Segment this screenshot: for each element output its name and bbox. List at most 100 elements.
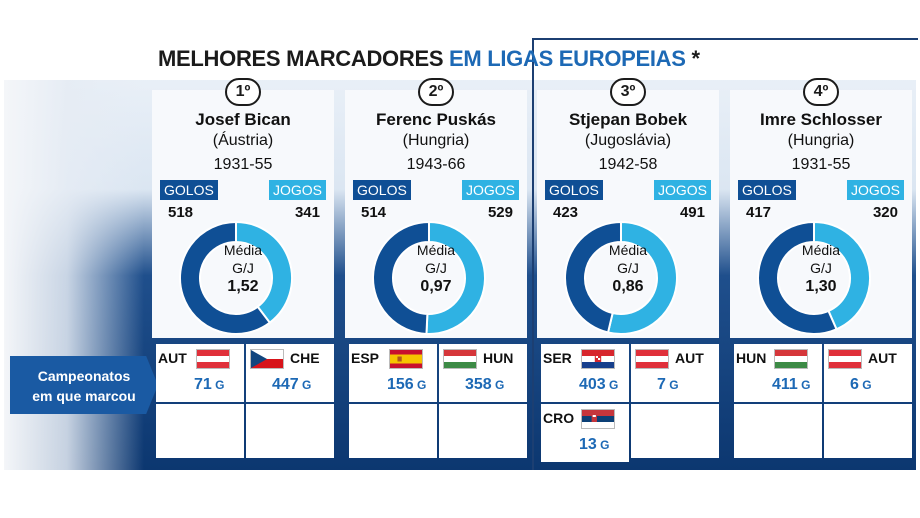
title-accent: EM LIGAS EUROPEIAS	[449, 46, 686, 71]
league-goals: 6 G	[850, 376, 872, 394]
league-goals-value: 411	[772, 376, 798, 393]
league-goals-value: 13	[579, 436, 597, 453]
league-goals: 13 G	[579, 436, 609, 454]
media-value: 0,97	[420, 278, 452, 295]
flag-icon	[581, 409, 615, 429]
donut-chart	[179, 220, 293, 335]
player-country: (Hungria)	[402, 132, 470, 149]
league-code: AUT	[868, 350, 897, 366]
player-country: (Hungria)	[787, 132, 855, 149]
player-name: Ferenc Puskás	[375, 110, 496, 129]
league-cell: HUN 411 G	[734, 344, 822, 402]
league-cell: ESP 156 G	[349, 344, 437, 402]
player-card: 2º Ferenc Puskás (Hungria) 1943-66 GOLOS JOGO…	[345, 78, 527, 338]
player-card: 3º Stjepan Bobek (Jugoslávia) 1942-58 GOLOS J…	[537, 78, 719, 338]
league-cell: SER 403 G	[541, 344, 629, 402]
golos-slice	[179, 220, 272, 335]
campeonatos-line-1: Campeonatos	[37, 368, 131, 384]
league-cell: AUT 6 G	[824, 344, 912, 402]
media-value: 0,86	[612, 278, 644, 295]
goal-unit: G	[491, 378, 505, 392]
media-label: Média	[801, 242, 841, 258]
player-country: (Jugoslávia)	[584, 132, 672, 149]
flag-icon	[389, 349, 423, 369]
league-code: AUT	[675, 350, 704, 366]
media-label: Média	[608, 242, 648, 258]
golos-value-label: 518	[168, 204, 194, 221]
jogos-slice	[813, 220, 871, 331]
goal-unit: G	[298, 378, 312, 392]
donut-chart	[564, 220, 678, 335]
league-cell: CRO 13 G	[541, 404, 629, 462]
jogos-value-label: 491	[679, 204, 705, 221]
flag-icon	[196, 349, 230, 369]
league-goals: 403 G	[579, 376, 618, 394]
league-code: AUT	[158, 350, 187, 366]
league-cell: CHE 447 G	[246, 344, 334, 402]
league-code: CHE	[290, 350, 320, 366]
gj-label: G/J	[617, 260, 639, 276]
gj-label: G/J	[810, 260, 832, 276]
golos-value-label: 423	[553, 204, 579, 221]
player-card: 4º Imre Schlosser (Hungria) 1931-55 GOLOS JOG…	[730, 78, 912, 338]
empty-league-cell	[734, 404, 822, 458]
league-goals-value: 447	[272, 376, 299, 393]
jogos-value-label: 320	[872, 204, 898, 221]
jogos-slice	[606, 220, 678, 335]
player-years: 1943-66	[406, 156, 466, 173]
league-goals: 156 G	[387, 376, 426, 394]
player-years: 1931-55	[213, 156, 273, 173]
golos-slice	[372, 220, 430, 335]
flag-icon	[443, 349, 477, 369]
jogos-value-label: 341	[294, 204, 320, 221]
title-star: *	[691, 46, 700, 71]
league-code: SER	[543, 350, 572, 366]
player-years: 1942-58	[598, 156, 658, 173]
goal-unit: G	[605, 378, 619, 392]
empty-league-cell	[631, 404, 719, 458]
league-code: HUN	[736, 350, 767, 366]
goal-unit: G	[665, 378, 679, 392]
league-cell: AUT 71 G	[156, 344, 244, 402]
league-code: CRO	[543, 410, 575, 426]
player-name: Stjepan Bobek	[568, 110, 688, 129]
goal-unit: G	[596, 438, 610, 452]
empty-league-cell	[439, 404, 527, 458]
jogos-slice	[235, 220, 293, 325]
player-name: Imre Schlosser	[760, 110, 882, 129]
league-goals-value: 71	[194, 376, 212, 393]
empty-league-cell	[246, 404, 334, 458]
empty-league-cell	[156, 404, 244, 458]
flag-icon	[581, 349, 615, 369]
golos-legend-tag: GOLOS	[738, 180, 796, 200]
media-label: Média	[416, 242, 456, 258]
league-goals: 411 G	[772, 376, 810, 394]
rank-badge: 4º	[803, 78, 839, 106]
golos-value-label: 417	[746, 204, 772, 221]
media-value: 1,30	[805, 278, 837, 295]
golos-slice	[757, 220, 838, 335]
league-goals-value: 403	[579, 376, 606, 393]
section-frame	[532, 38, 918, 470]
league-cell: HUN 358 G	[439, 344, 527, 402]
league-goals: 447 G	[272, 376, 311, 394]
player-name: Josef Bican	[195, 110, 291, 129]
jogos-legend-tag: JOGOS	[268, 180, 326, 200]
chart-title: MELHORES MARCADORES EM LIGAS EUROPEIAS *	[158, 46, 700, 72]
campeonatos-label: Campeonatos em que marcou	[14, 366, 154, 406]
league-code: ESP	[351, 350, 380, 366]
flag-icon	[828, 349, 862, 369]
league-goals-value: 156	[387, 376, 414, 393]
league-goals-value: 7	[657, 376, 666, 393]
goal-unit: G	[211, 378, 225, 392]
player-country: (Áustria)	[212, 132, 274, 149]
league-goals: 358 G	[465, 376, 504, 394]
empty-league-cell	[824, 404, 912, 458]
gj-label: G/J	[232, 260, 254, 276]
golos-legend-tag: GOLOS	[353, 180, 411, 200]
goal-unit: G	[858, 378, 872, 392]
flag-icon	[250, 349, 284, 369]
donut-chart	[757, 220, 871, 335]
rank-badge: 2º	[418, 78, 454, 106]
